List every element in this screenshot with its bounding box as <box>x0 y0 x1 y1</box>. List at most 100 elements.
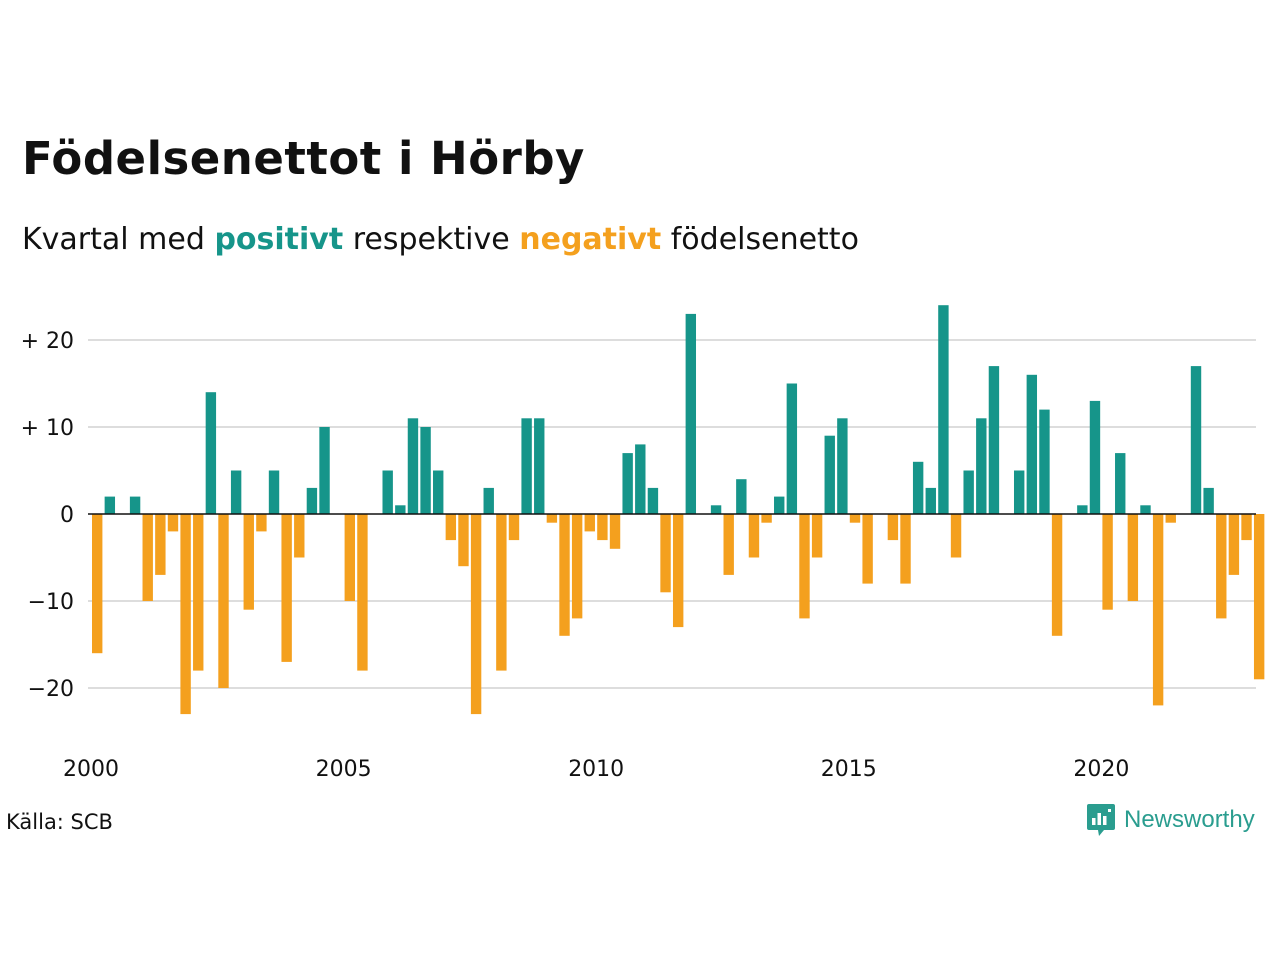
bar-negative <box>155 514 166 575</box>
bar-negative <box>92 514 103 654</box>
bar-negative <box>344 514 355 601</box>
bar-negative <box>470 514 482 715</box>
bar-negative <box>761 514 772 523</box>
bar-negative <box>508 514 520 541</box>
bar-negative <box>218 514 229 688</box>
bar-positive <box>1190 366 1202 514</box>
bar-positive <box>622 453 633 514</box>
bar-positive <box>534 418 545 514</box>
bar-positive <box>685 313 697 514</box>
bar-positive <box>395 505 406 514</box>
bar-negative <box>180 514 191 715</box>
bar-positive <box>1140 505 1151 514</box>
bar-negative <box>1152 514 1164 706</box>
y-tick-label: + 20 <box>21 329 74 354</box>
bar-positive <box>1077 505 1088 514</box>
bar-positive <box>420 427 431 514</box>
bar-negative <box>243 514 254 610</box>
bar-negative <box>445 514 457 541</box>
bar-negative <box>1228 514 1240 575</box>
bar-negative <box>193 514 204 671</box>
bar-positive <box>1203 487 1214 514</box>
bar-negative <box>1253 514 1265 680</box>
bar-positive <box>824 435 835 514</box>
bar-negative <box>849 514 861 523</box>
bar-negative <box>672 514 684 628</box>
bar-positive <box>407 418 419 514</box>
x-tick-label: 2020 <box>1073 757 1129 782</box>
x-tick-label: 2005 <box>316 757 372 782</box>
bar-negative <box>811 514 823 558</box>
bar-negative <box>559 514 570 636</box>
bar-negative <box>799 514 810 619</box>
bar-negative <box>571 514 583 619</box>
bar-negative <box>862 514 873 584</box>
bar-positive <box>1039 409 1050 514</box>
bar-positive <box>104 496 116 514</box>
bar-positive <box>938 305 949 514</box>
bar-positive <box>268 470 280 514</box>
bar-negative <box>256 514 267 532</box>
x-tick-label: 2015 <box>821 757 877 782</box>
chart-subtitle: Kvartal med positivt respektive negativt… <box>22 222 859 257</box>
bar-positive <box>635 444 646 514</box>
x-tick-label: 2000 <box>63 757 119 782</box>
subtitle-negative: negativt <box>519 222 662 257</box>
bar-positive <box>306 487 318 514</box>
x-tick-label: 2010 <box>568 757 624 782</box>
axes: + 20 + 10 0 −10 −20 2000 2005 2010 2015 2020 <box>21 329 1256 782</box>
y-tick-label: −20 <box>28 677 74 702</box>
bar-negative <box>1102 514 1113 610</box>
bar-negative <box>887 514 899 541</box>
bar-positive <box>230 470 242 514</box>
bar-negative <box>1216 514 1227 619</box>
bar-negative <box>167 514 179 532</box>
bars <box>92 305 1265 715</box>
bar-negative <box>748 514 760 558</box>
bar-negative <box>142 514 153 601</box>
bar-positive <box>963 470 974 514</box>
bar-positive <box>1089 400 1101 514</box>
subtitle-middle: respektive <box>352 222 510 257</box>
bar-negative <box>546 514 558 523</box>
bar-positive <box>521 418 532 514</box>
bar-negative <box>597 514 608 541</box>
source-note: Källa: SCB <box>6 810 113 834</box>
brand-name: Newsworthy <box>1124 806 1255 833</box>
bar-negative <box>1241 514 1252 541</box>
y-tick-label: −10 <box>28 590 74 615</box>
bar-positive <box>433 470 444 514</box>
bar-negative <box>1165 514 1176 523</box>
bar-negative <box>1127 514 1139 601</box>
bar-positive <box>129 496 141 514</box>
bar-positive <box>205 392 217 514</box>
bar-negative <box>357 514 368 671</box>
newsworthy-logo-icon <box>1087 804 1115 836</box>
bar-positive <box>988 366 1000 514</box>
bar-negative <box>900 514 911 584</box>
chart-title: Födelsenettot i Hörby <box>22 132 585 185</box>
subtitle-positive: positivt <box>214 222 344 257</box>
bar-positive <box>1026 374 1038 514</box>
subtitle-prefix: Kvartal med <box>22 222 205 257</box>
bar-chart: + 20 + 10 0 −10 −20 2000 2005 2010 2015 2020 <box>21 305 1265 782</box>
bar-negative <box>458 514 469 567</box>
bar-positive <box>736 479 747 514</box>
bar-positive <box>710 505 722 514</box>
bar-negative <box>496 514 507 671</box>
y-tick-label: 0 <box>60 503 74 528</box>
bar-positive <box>786 383 798 514</box>
bar-positive <box>925 487 936 514</box>
bar-positive <box>774 496 785 514</box>
brand-logo: Newsworthy <box>1086 802 1255 838</box>
subtitle-suffix: födelsenetto <box>670 222 859 257</box>
bar-negative <box>281 514 292 662</box>
bar-negative <box>950 514 962 558</box>
bar-positive <box>483 487 494 514</box>
bar-positive <box>647 487 659 514</box>
bar-positive <box>912 461 924 514</box>
bar-positive <box>976 418 987 514</box>
bar-positive <box>319 427 330 514</box>
bar-positive <box>837 418 848 514</box>
bar-positive <box>1013 470 1025 514</box>
